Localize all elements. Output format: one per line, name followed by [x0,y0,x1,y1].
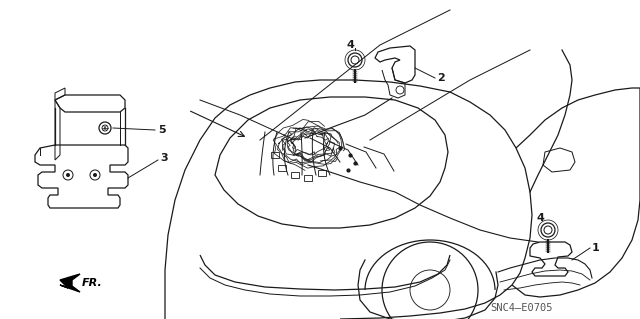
Text: 4: 4 [346,40,354,50]
Text: 2: 2 [437,73,445,83]
Polygon shape [60,274,80,292]
Text: 3: 3 [160,153,168,163]
Text: FR.: FR. [82,278,103,288]
Text: SNC4–E0705: SNC4–E0705 [490,303,552,313]
Text: 1: 1 [592,243,600,253]
Text: 4: 4 [536,213,544,223]
Circle shape [66,173,70,177]
Circle shape [93,173,97,177]
Text: 5: 5 [158,125,166,135]
